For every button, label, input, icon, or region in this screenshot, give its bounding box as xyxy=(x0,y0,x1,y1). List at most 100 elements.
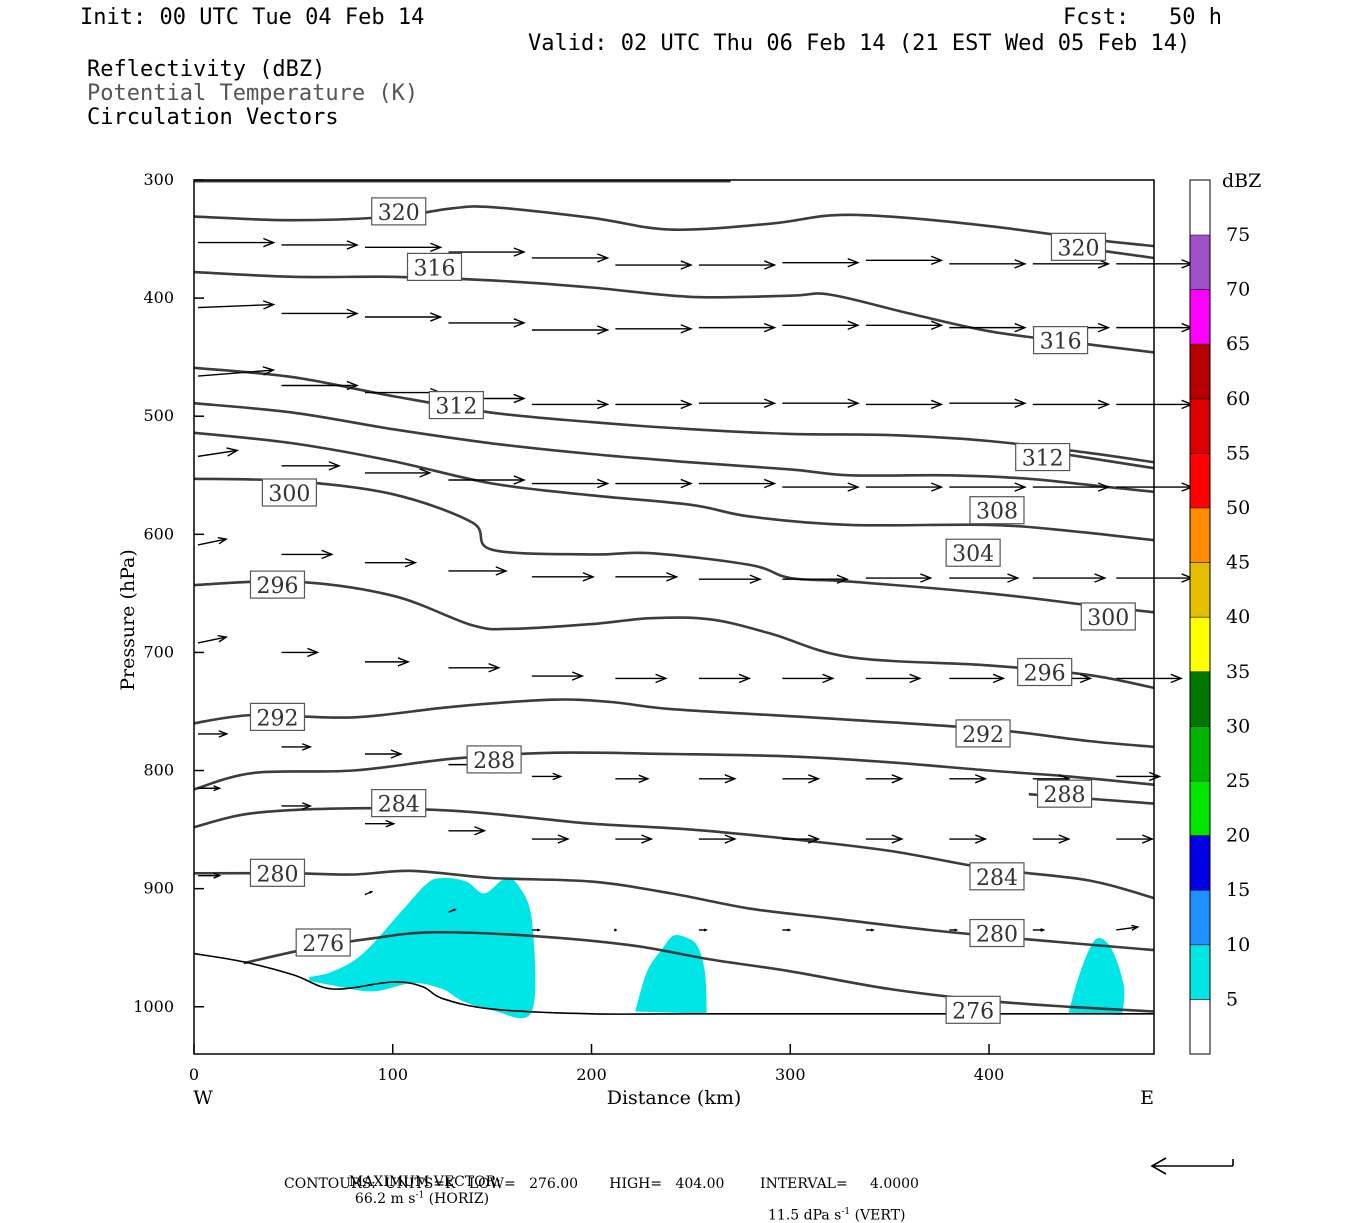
theta-label-300: 300 xyxy=(261,478,318,507)
circulation-vector xyxy=(281,647,320,658)
circulation-vector xyxy=(949,673,1006,684)
x-right-label-e: E xyxy=(1140,1087,1154,1109)
circulation-vector xyxy=(949,322,1027,333)
circulation-vector xyxy=(698,673,752,684)
circulation-vector xyxy=(615,260,693,270)
valid-time: Valid: 02 UTC Thu 06 Feb 14 (21 EST Wed … xyxy=(528,31,1191,56)
colorbar-bin xyxy=(1190,671,1210,727)
circulation-vector xyxy=(448,247,526,257)
svg-text:284: 284 xyxy=(378,793,420,818)
svg-text:280: 280 xyxy=(256,862,298,887)
theta-contour-308 xyxy=(193,401,1155,494)
theta-label-292: 292 xyxy=(249,702,306,731)
circulation-vector xyxy=(949,482,1027,492)
svg-text:276: 276 xyxy=(302,932,344,957)
theta-label-288: 288 xyxy=(466,745,522,774)
circulation-vector xyxy=(1032,259,1111,269)
theta-label-288: 288 xyxy=(1036,779,1093,808)
init-time: Init: 00 UTC Tue 04 Feb 14 xyxy=(80,5,425,30)
theta-contour-304 xyxy=(193,431,1155,542)
circulation-vector xyxy=(782,928,792,932)
vector-layer xyxy=(197,237,1194,932)
circulation-vector xyxy=(865,255,944,266)
colorbar-bin xyxy=(1190,835,1210,891)
svg-text:280: 280 xyxy=(976,923,1018,948)
circulation-vector xyxy=(865,834,904,844)
field-circulation-vectors: Circulation Vectors xyxy=(87,105,339,130)
circulation-vector xyxy=(197,447,240,458)
circulation-vector xyxy=(198,237,276,248)
svg-text:296: 296 xyxy=(1024,662,1066,687)
svg-text:304: 304 xyxy=(952,542,994,567)
axis-layer: 300 400 500 600 700 800 900 1000 0 100 200 300 400 xyxy=(133,170,1004,1084)
reflectivity-area xyxy=(309,877,536,1019)
circulation-vector xyxy=(865,399,944,410)
theta-label-304: 304 xyxy=(945,538,1001,567)
circulation-vector xyxy=(949,398,1027,408)
circulation-vector xyxy=(782,774,821,784)
forecast-hour: Fcst: 50 h xyxy=(1063,5,1222,30)
colorbar-bin xyxy=(1190,180,1210,235)
circulation-vector xyxy=(197,634,229,644)
circulation-vector xyxy=(281,549,334,560)
svg-text:288: 288 xyxy=(473,749,515,774)
y-tick-label: 600 xyxy=(143,524,174,543)
circulation-vector xyxy=(281,802,313,810)
theta-contour-316 xyxy=(193,270,1155,354)
circulation-vector xyxy=(1116,924,1140,931)
circulation-vector xyxy=(1032,482,1111,492)
circulation-vector xyxy=(865,928,875,932)
theta-label-284: 284 xyxy=(371,789,427,818)
svg-text:292: 292 xyxy=(256,706,298,731)
circulation-vector xyxy=(615,834,654,844)
circulation-vector xyxy=(197,300,276,310)
colorbar-bin xyxy=(1190,235,1210,290)
theta-contour-296 xyxy=(193,579,1155,690)
y-tick-label: 300 xyxy=(143,170,174,189)
circulation-vector xyxy=(448,908,457,913)
svg-text:300: 300 xyxy=(1087,606,1129,631)
y-tick-label: 1000 xyxy=(133,997,174,1016)
svg-text:284: 284 xyxy=(976,866,1018,891)
circulation-vector xyxy=(698,574,762,584)
field-reflectivity: Reflectivity (dBZ) xyxy=(87,57,326,82)
theta-contour-300 xyxy=(193,477,1155,614)
svg-text:296: 296 xyxy=(256,574,298,599)
colorbar-bin xyxy=(1190,999,1210,1054)
colorbar-label: 45 xyxy=(1226,552,1250,574)
x-tick-label: 300 xyxy=(775,1065,806,1084)
max-vector-label: MAXIMUM VECTOR: xyxy=(348,1174,501,1190)
x-tick-label: 100 xyxy=(377,1065,408,1084)
theta-label-312: 312 xyxy=(428,390,484,420)
reference-vector xyxy=(1150,1157,1234,1175)
circulation-vector xyxy=(782,398,860,408)
max-vector-horiz: 66.2 m s-1 (HORIZ) xyxy=(354,1190,490,1207)
circulation-vector xyxy=(364,819,396,828)
circulation-vector xyxy=(615,572,679,582)
colorbar-bin xyxy=(1190,890,1210,945)
circulation-vector xyxy=(364,312,443,322)
circulation-vector xyxy=(698,774,737,784)
x-left-label-w: W xyxy=(193,1087,213,1109)
svg-text:320: 320 xyxy=(378,201,420,226)
circulation-vector xyxy=(531,834,570,844)
circulation-vector xyxy=(531,253,610,263)
circulation-vector xyxy=(198,785,222,792)
svg-text:276: 276 xyxy=(952,999,994,1024)
circulation-vector xyxy=(1032,399,1111,410)
y-tick-label: 800 xyxy=(143,761,174,780)
y-tick-label: 500 xyxy=(143,406,174,425)
svg-text:292: 292 xyxy=(962,723,1004,748)
colorbar-label: 20 xyxy=(1226,825,1250,847)
max-vector-vert: 11.5 dPa s-1 (VERT) xyxy=(768,1206,906,1223)
circulation-vector xyxy=(198,730,229,738)
circulation-vector xyxy=(197,536,229,546)
circulation-vector xyxy=(782,574,850,584)
circulation-vector xyxy=(614,928,617,932)
circulation-vector xyxy=(1032,573,1107,583)
theta-label-280: 280 xyxy=(969,918,1025,948)
colorbar-bin xyxy=(1190,398,1210,454)
circulation-vector xyxy=(364,657,411,667)
theta-contour-layer xyxy=(193,179,1155,1013)
contour-label-layer: 320 320 316 316 312 312 308 304 300 300 296 296 292 2… xyxy=(249,197,1136,1024)
